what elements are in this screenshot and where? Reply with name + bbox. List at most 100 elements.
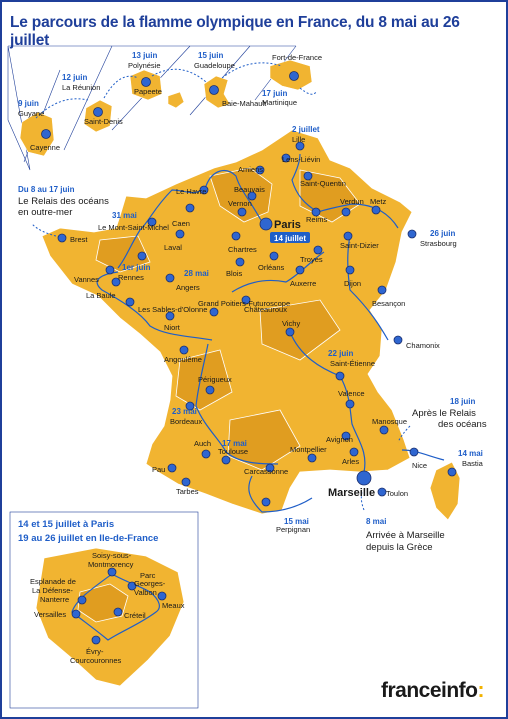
marker-troyes[interactable] xyxy=(313,245,323,255)
marker-perigueux[interactable] xyxy=(205,385,215,395)
marker-tarbes[interactable] xyxy=(181,477,191,487)
label-city: Auch xyxy=(194,439,211,448)
marker-rennes[interactable] xyxy=(137,251,147,261)
label-city: Angers xyxy=(176,283,200,292)
marker-valence[interactable] xyxy=(345,399,355,409)
label-region: Martinique xyxy=(262,98,297,107)
marker-laval[interactable] xyxy=(175,229,185,239)
marker-amiens[interactable] xyxy=(255,165,265,175)
marker-chateauroux[interactable] xyxy=(241,295,251,305)
marker-verdun[interactable] xyxy=(341,207,351,217)
label-date: 13 juin xyxy=(132,51,157,60)
marker-besancon[interactable] xyxy=(377,285,387,295)
note-apres-date: 18 juin xyxy=(450,397,475,406)
label-city: Chamonix xyxy=(406,341,440,350)
marker-orleans[interactable] xyxy=(269,251,279,261)
idf-heading: 19 au 26 juillet en Ile-de-France xyxy=(18,533,158,544)
marker-toulouse[interactable] xyxy=(221,455,231,465)
marker-mont-saint-michel[interactable] xyxy=(147,217,157,227)
marker-meaux[interactable] xyxy=(157,591,167,601)
marker-beauvais[interactable] xyxy=(247,191,257,201)
marker-le-havre[interactable] xyxy=(199,185,209,195)
marker-strasbourg[interactable] xyxy=(407,229,417,239)
marker-esplanade-defense[interactable] xyxy=(77,595,87,605)
label-date: 9 juin xyxy=(18,99,39,108)
marker-vernon[interactable] xyxy=(237,207,247,217)
logo-colon: : xyxy=(477,679,485,702)
marker-saint-quentin[interactable] xyxy=(303,171,313,181)
route-segment xyxy=(289,331,366,473)
label-city: Verdun xyxy=(340,197,364,206)
marker-lille[interactable] xyxy=(295,141,305,151)
marker-papeete[interactable] xyxy=(141,77,151,87)
marker-blois[interactable] xyxy=(235,257,245,267)
marker-reims[interactable] xyxy=(311,207,321,217)
marker-pau[interactable] xyxy=(167,463,177,473)
region-auvergne xyxy=(259,299,341,361)
label-city: Manosque xyxy=(372,417,407,426)
label-city: Dijon xyxy=(344,279,361,288)
marker-lens-lievin[interactable] xyxy=(281,153,291,163)
marker-saint-etienne[interactable] xyxy=(335,371,345,381)
marker-la-baule[interactable] xyxy=(111,277,121,287)
idf-heading: 14 et 15 juillet à Paris xyxy=(18,519,114,530)
label-city: Créteil xyxy=(124,611,146,620)
marker-angouleme[interactable] xyxy=(179,345,189,355)
marker-fort-de-france[interactable] xyxy=(289,71,299,81)
label-city: Saint-Dizier xyxy=(340,241,379,250)
marker-saint-dizier[interactable] xyxy=(343,231,353,241)
marker-creteil[interactable] xyxy=(113,607,123,617)
marker-baie-mahault[interactable] xyxy=(209,85,219,95)
marker-arles[interactable] xyxy=(349,447,359,457)
marker-saint-denis[interactable] xyxy=(93,107,103,117)
marker-manosque[interactable] xyxy=(379,425,389,435)
marker-avignon[interactable] xyxy=(341,431,351,441)
marker-paris[interactable] xyxy=(259,217,273,231)
label-city: Baie-Mahault xyxy=(222,99,267,108)
region-bretagne xyxy=(95,235,151,273)
marker-versailles[interactable] xyxy=(71,609,81,619)
label-city: Le Havre xyxy=(176,187,206,196)
idf-route xyxy=(71,573,160,641)
marker-angers[interactable] xyxy=(165,273,175,283)
marker-sables-dolonne[interactable] xyxy=(125,297,135,307)
marker-auch[interactable] xyxy=(201,449,211,459)
marker-vichy[interactable] xyxy=(285,327,295,337)
marker-dijon[interactable] xyxy=(345,265,355,275)
label-city: Reims xyxy=(306,215,328,224)
marker-soisy[interactable] xyxy=(107,567,117,577)
marker-nice[interactable] xyxy=(409,447,419,457)
paris-date-badge xyxy=(270,232,310,243)
marker-montpellier[interactable] xyxy=(307,453,317,463)
label-city: Saint-Denis xyxy=(84,117,123,126)
marker-marseille[interactable] xyxy=(356,470,372,486)
marker-grand-poitiers[interactable] xyxy=(209,307,219,317)
marker-auxerre[interactable] xyxy=(295,265,305,275)
marker-caen[interactable] xyxy=(185,203,195,213)
mainland-france xyxy=(41,129,461,521)
marker-parc-georges-valbon[interactable] xyxy=(127,581,137,591)
torch-routes xyxy=(31,153,445,513)
note-outremer-date: Du 8 au 17 juin xyxy=(18,185,75,194)
marker-vannes[interactable] xyxy=(105,265,115,275)
marker-niort[interactable] xyxy=(165,311,175,321)
label-city: Papeete xyxy=(134,87,162,96)
guyane-shape xyxy=(19,111,55,157)
marker-bastia[interactable] xyxy=(447,467,457,477)
marker-bordeaux[interactable] xyxy=(185,401,195,411)
marker-perpignan[interactable] xyxy=(261,497,271,507)
marker-chamonix[interactable] xyxy=(393,335,403,345)
label-city: Beauvais xyxy=(234,185,265,194)
marker-evry[interactable] xyxy=(91,635,101,645)
route-overseas-4 xyxy=(221,62,283,79)
panel-divider xyxy=(63,45,113,151)
label-city: Valbon xyxy=(134,588,157,597)
marker-cayenne[interactable] xyxy=(41,129,51,139)
marker-carcassonne[interactable] xyxy=(265,463,275,473)
marker-toulon[interactable] xyxy=(377,487,387,497)
label-city: Lille xyxy=(292,135,305,144)
marker-metz[interactable] xyxy=(371,205,381,215)
marker-brest[interactable] xyxy=(57,233,67,243)
marker-chartres[interactable] xyxy=(231,231,241,241)
